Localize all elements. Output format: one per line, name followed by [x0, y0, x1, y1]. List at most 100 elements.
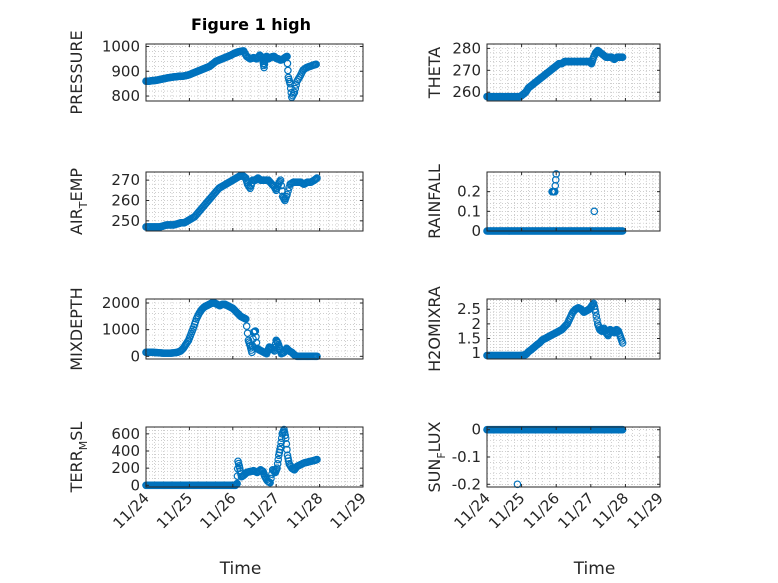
- axes-frame: [486, 43, 661, 102]
- y-tick-label: 270: [111, 171, 140, 189]
- data-point: [291, 84, 300, 93]
- data-point: [284, 187, 292, 195]
- y-tick-label: 2000: [102, 294, 140, 312]
- x-tick-label: 11/26: [196, 489, 239, 532]
- data-point: [295, 74, 303, 82]
- y-tick-label: 1000: [102, 37, 140, 55]
- subplot-1: 800 900 1000 PRESSURE: [67, 30, 364, 115]
- y-tick-label: 900: [111, 62, 140, 80]
- y-tick-label: 0: [130, 347, 140, 365]
- y-tick-label: 0.2: [457, 183, 481, 201]
- data-point: [313, 455, 321, 464]
- y-axis-label-subscript: M: [77, 441, 90, 451]
- y-tick-label: 0: [471, 421, 481, 439]
- x-tick-label: 11/28: [589, 489, 632, 532]
- y-axis-label: PRESSURE: [67, 30, 86, 114]
- x-axis-label: Time: [219, 559, 262, 579]
- data-point: [591, 305, 599, 314]
- y-axis-label: MIXDEPTH: [67, 287, 86, 370]
- x-tick-label: 11/25: [485, 489, 528, 532]
- y-axis-label-subscript: T: [77, 201, 90, 209]
- y-axis-label: AIRTEMP: [67, 168, 90, 235]
- axes-frame: [145, 43, 364, 102]
- x-tick-label: 11/27: [240, 489, 283, 532]
- y-axis-label: THETA: [425, 47, 444, 99]
- subplot-6: 11.522.5 H2OMIXRA: [425, 286, 661, 372]
- y-axis-label-part: TERR: [67, 450, 86, 493]
- data-point: [290, 88, 299, 97]
- axes-background: [486, 171, 661, 232]
- data-point: [273, 464, 281, 472]
- data-point: [281, 434, 290, 442]
- x-tick-label: 11/26: [520, 489, 563, 532]
- axes-frame: [145, 298, 364, 360]
- y-tick-label: 0.1: [457, 202, 481, 220]
- y-axis-label: RAINFALL: [425, 164, 444, 239]
- data-point: [586, 59, 595, 67]
- data-point: [267, 474, 275, 483]
- x-tick-label: 11/25: [153, 489, 196, 532]
- y-tick-label: 260: [452, 83, 481, 101]
- y-tick-label: 280: [452, 39, 481, 57]
- data-point: [281, 431, 289, 440]
- data-point: [283, 445, 291, 454]
- data-point: [591, 308, 600, 316]
- data-point: [266, 478, 274, 487]
- y-tick-label: 800: [111, 87, 140, 105]
- axes-frame: [486, 298, 661, 360]
- y-axis-label-part: AIR: [67, 208, 86, 235]
- data-point: [242, 322, 251, 330]
- axes-frame: [145, 426, 364, 488]
- data-point: [274, 455, 283, 464]
- x-tick-label: 11/24: [451, 489, 494, 532]
- y-tick-label: 0: [130, 476, 140, 494]
- data-point: [282, 440, 291, 448]
- axes-frame: [486, 171, 661, 232]
- figure-title: Figure 1 high: [191, 15, 311, 34]
- data-point: [313, 174, 321, 182]
- axes-frame: [145, 171, 364, 232]
- y-tick-label: -0.1: [452, 448, 481, 466]
- y-axis-label: SUNFLUX: [425, 421, 448, 492]
- y-tick-label: 270: [452, 61, 481, 79]
- y-axis-label-part: EMP: [67, 168, 86, 202]
- x-axis-label: Time: [573, 559, 616, 579]
- subplot-2: 260 270 280 THETA: [425, 39, 661, 102]
- y-axis-label: H2OMIXRA: [425, 286, 444, 372]
- y-tick-label: 0: [471, 222, 481, 240]
- y-axis-label-part: LUX: [425, 421, 444, 452]
- subplot-4: 0 0.10.2 RAINFALL: [425, 164, 661, 240]
- y-axis-label-part: SUN: [425, 459, 444, 493]
- data-point: [283, 59, 292, 68]
- subplot-3: 250 260 270 AIRTEMP: [67, 168, 364, 235]
- y-tick-label: 2.5: [457, 300, 481, 318]
- y-axis-label: TERRMSL: [67, 422, 90, 494]
- x-tick-label: 11/24: [110, 489, 153, 532]
- data-point: [276, 176, 285, 184]
- data-point: [242, 315, 250, 323]
- y-tick-label: 1.5: [457, 330, 481, 348]
- x-tick-label: 11/29: [327, 489, 370, 532]
- axes-background: [486, 43, 661, 102]
- data-point: [313, 352, 321, 361]
- x-tick-label: 11/28: [283, 489, 326, 532]
- y-tick-label: 600: [111, 425, 140, 443]
- data-point: [592, 312, 601, 320]
- data-point: [273, 460, 282, 468]
- data-point: [283, 190, 291, 199]
- axes-background: [145, 426, 364, 488]
- data-point: [618, 53, 627, 61]
- data-point: [277, 438, 285, 447]
- data-point: [618, 339, 627, 347]
- y-tick-label: 2: [471, 315, 481, 333]
- y-axis-label-part: SL: [67, 422, 86, 441]
- y-tick-label: 400: [111, 442, 140, 460]
- data-point: [590, 207, 599, 216]
- data-point: [284, 66, 292, 75]
- data-point: [276, 442, 285, 451]
- data-point: [277, 181, 286, 190]
